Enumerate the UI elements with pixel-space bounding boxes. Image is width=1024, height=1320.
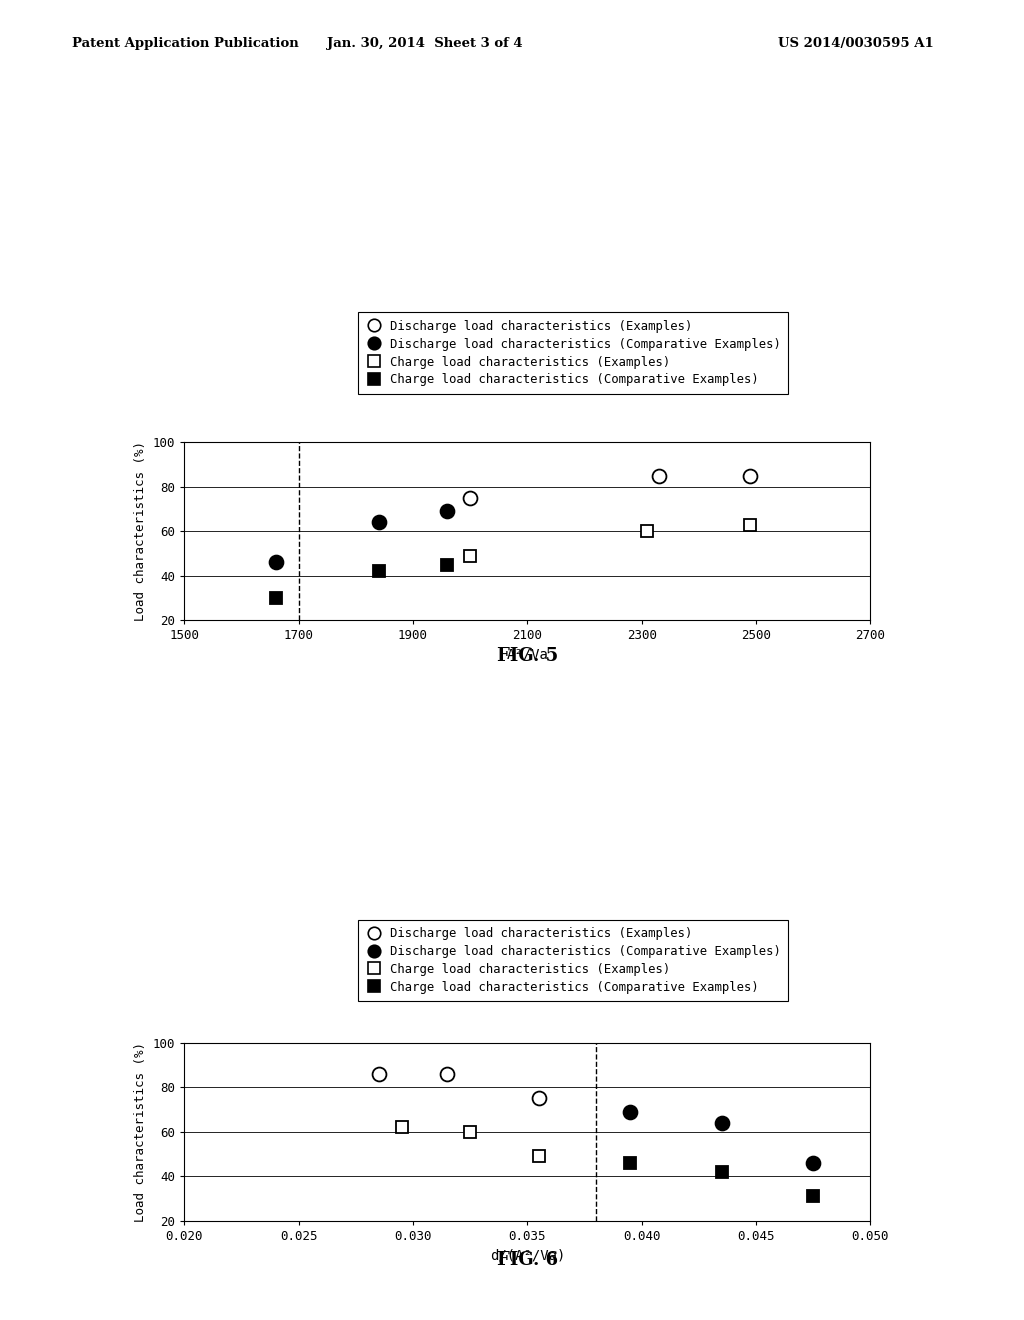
Y-axis label: Load characteristics (%): Load characteristics (%) [134,1041,147,1222]
Legend: Discharge load characteristics (Examples), Discharge load characteristics (Compa: Discharge load characteristics (Examples… [358,920,788,1001]
Y-axis label: Load characteristics (%): Load characteristics (%) [134,441,147,622]
X-axis label: d/(A²/Va): d/(A²/Va) [489,1249,565,1263]
Text: Patent Application Publication: Patent Application Publication [72,37,298,50]
Legend: Discharge load characteristics (Examples), Discharge load characteristics (Compa: Discharge load characteristics (Examples… [358,313,788,393]
Text: Jan. 30, 2014  Sheet 3 of 4: Jan. 30, 2014 Sheet 3 of 4 [327,37,523,50]
X-axis label: A²/Va: A²/Va [507,648,548,663]
Text: US 2014/0030595 A1: US 2014/0030595 A1 [778,37,934,50]
Text: FIG. 5: FIG. 5 [497,647,558,665]
Text: FIG. 6: FIG. 6 [497,1251,558,1270]
